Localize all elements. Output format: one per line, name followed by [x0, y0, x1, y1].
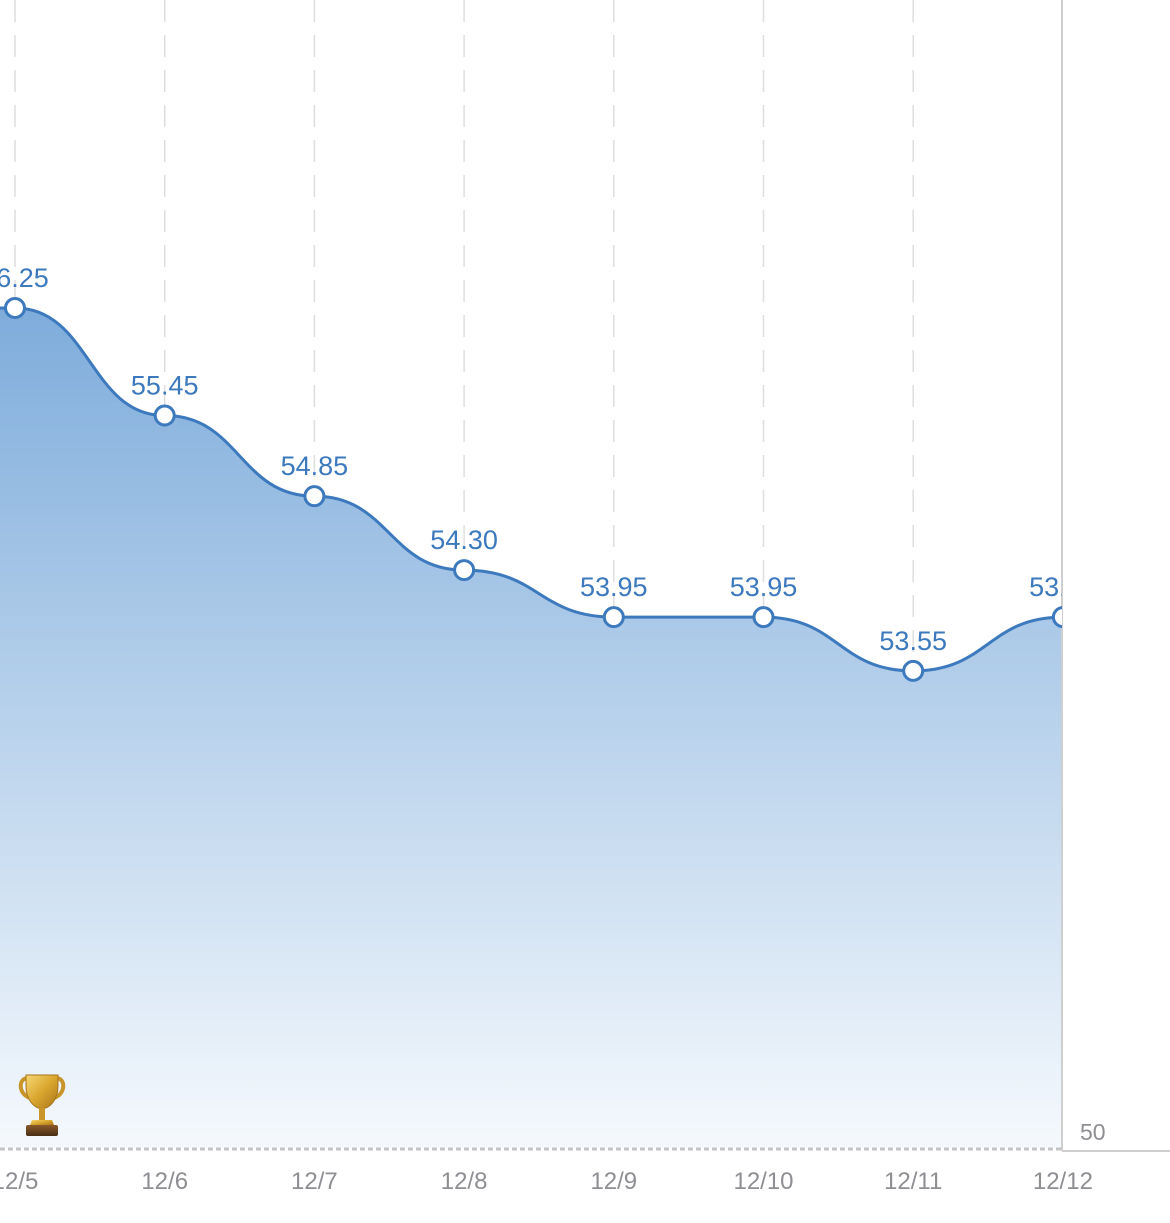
data-labels: 56.25 55.45 54.85 54.30 53.95 53.95 53.55 53.95	[0, 263, 1097, 656]
series-area	[0, 308, 1062, 1148]
x-tick-label: 12/11	[884, 1168, 942, 1195]
data-label: 53.95	[730, 572, 798, 602]
x-tick-label: 12/10	[733, 1168, 793, 1195]
x-tick-label: 12/6	[141, 1168, 188, 1195]
data-label: 56.25	[0, 263, 49, 293]
series-points	[4, 297, 1062, 682]
data-label: 54.30	[430, 525, 498, 555]
data-label: 55.45	[131, 371, 199, 401]
data-point	[902, 659, 925, 682]
x-tick-label: 12/8	[441, 1168, 488, 1195]
x-tick-label: 12/5	[0, 1168, 38, 1195]
x-tick-label: 12/7	[291, 1168, 338, 1195]
data-label: 54.85	[281, 451, 349, 481]
x-tick-labels: 12/5 12/6 12/7 12/8 12/9 12/10 12/11 12/12	[0, 1168, 1093, 1195]
data-point	[303, 485, 326, 508]
trophy-icon	[16, 1072, 68, 1140]
data-label: 53.95	[580, 572, 648, 602]
data-label: 53.55	[879, 626, 947, 656]
data-point	[453, 559, 476, 582]
y-tick-label: 50	[1080, 1119, 1106, 1145]
x-tick-label: 12/9	[590, 1168, 637, 1195]
y-tick-labels: 50	[1080, 1119, 1106, 1145]
data-point	[1051, 606, 1062, 629]
data-point	[602, 606, 625, 629]
data-label: 53.95	[1029, 572, 1097, 602]
data-point	[4, 297, 26, 319]
data-point	[752, 606, 775, 629]
x-tick-label: 12/12	[1033, 1168, 1093, 1195]
data-point	[153, 404, 176, 427]
